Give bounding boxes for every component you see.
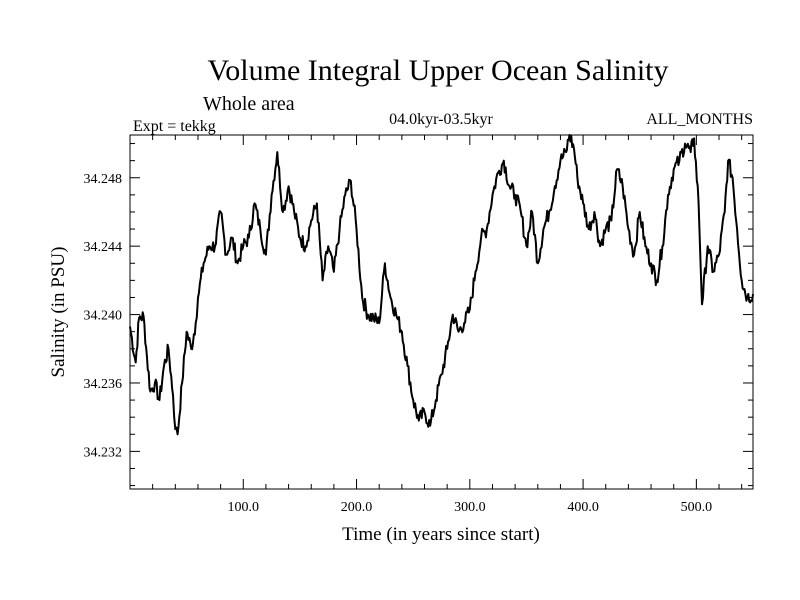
- x-tick-label: 400.0: [567, 500, 599, 515]
- x-tick-label: 100.0: [228, 500, 260, 515]
- months-label: ALL_MONTHS: [646, 111, 753, 128]
- chart-title: Volume Integral Upper Ocean Salinity: [208, 54, 669, 87]
- y-tick-label: 34.236: [84, 377, 123, 392]
- chart-subtitle: Whole area: [203, 93, 295, 115]
- x-tick-label: 500.0: [681, 500, 713, 515]
- x-tick-label: 200.0: [341, 500, 373, 515]
- x-tick-label: 300.0: [454, 500, 486, 515]
- expt-label: Expt = tekkg: [133, 118, 216, 135]
- y-tick-label: 34.244: [84, 240, 123, 255]
- salinity-series-line: [129, 134, 754, 436]
- plot-frame: [129, 134, 754, 490]
- y-tick-label: 34.248: [84, 172, 123, 187]
- y-tick-label: 34.232: [84, 445, 123, 460]
- y-axis-label: Salinity (in PSU): [48, 247, 69, 378]
- axis-ticks: [130, 135, 753, 489]
- period-label: 04.0kyr-03.5kyr: [389, 111, 493, 128]
- x-axis-label: Time (in years since start): [342, 524, 540, 545]
- y-tick-label: 34.240: [84, 309, 123, 324]
- axis-tick-labels: 100.0 200.0 300.0 400.0 500.0 34.232 34.236 34.…: [84, 172, 713, 515]
